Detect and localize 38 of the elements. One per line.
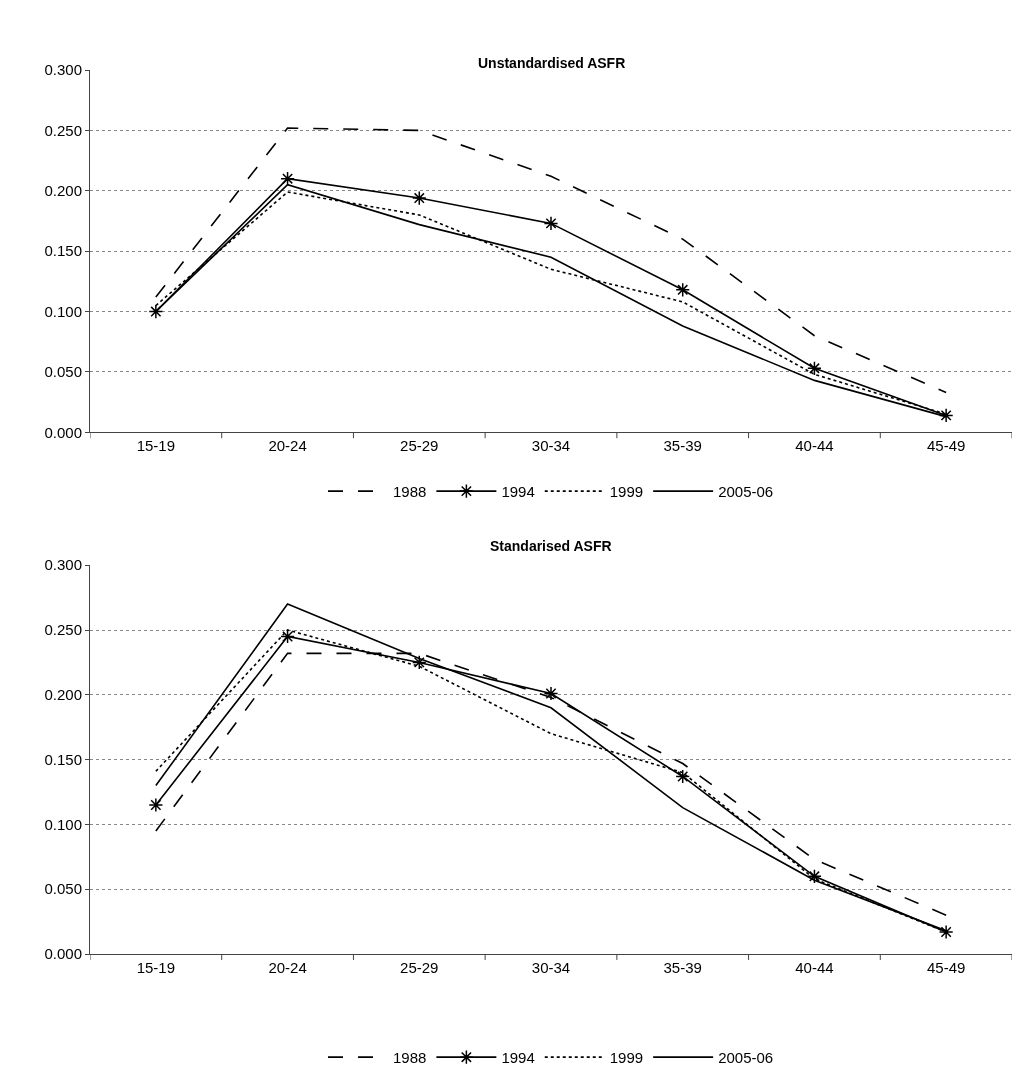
- y-tick-label: 0.100: [44, 815, 82, 833]
- x-tick-label: 45-49: [926, 959, 966, 977]
- y-tick-label: 0.200: [44, 182, 82, 200]
- y-tick-label: 0.250: [44, 621, 82, 639]
- chart-title: Unstandardised ASFR: [478, 55, 626, 71]
- x-tick-label: 20-24: [268, 959, 307, 977]
- y-tick-label: 0.300: [44, 556, 82, 574]
- x-tick-label: 40-44: [795, 437, 834, 455]
- y-tick-label: 0.050: [44, 363, 82, 381]
- x-tick-label: 35-39: [663, 959, 702, 977]
- x-tick-label: 35-39: [663, 437, 702, 455]
- x-tick-label: 25-29: [400, 959, 439, 977]
- legend-label: 1994: [501, 482, 535, 500]
- x-tick-label: 15-19: [136, 437, 176, 455]
- legend-label: 2005-06: [718, 1049, 774, 1067]
- x-tick-label: 40-44: [795, 959, 834, 977]
- x-tick-label: 15-19: [136, 959, 176, 977]
- x-tick-label: 25-29: [400, 437, 439, 455]
- y-tick-label: 0.000: [44, 945, 82, 963]
- y-tick-label: 0.100: [44, 302, 82, 320]
- chart-title: Standarised ASFR: [490, 538, 612, 554]
- legend-label: 1999: [609, 482, 644, 500]
- y-tick-label: 0.250: [44, 121, 82, 139]
- y-tick-label: 0.150: [44, 750, 82, 768]
- legend-label: 1988: [393, 1049, 427, 1067]
- legend-label: 1999: [609, 1049, 644, 1067]
- legend-label: 2005-06: [718, 482, 774, 500]
- y-tick-label: 0.200: [44, 686, 82, 704]
- x-tick-label: 20-24: [268, 437, 307, 455]
- legend-label: 1994: [501, 1049, 535, 1067]
- x-tick-label: 30-34: [531, 437, 571, 455]
- legend-label: 1988: [393, 482, 427, 500]
- y-tick-label: 0.050: [44, 880, 82, 898]
- x-tick-label: 45-49: [926, 437, 966, 455]
- x-tick-label: 30-34: [531, 959, 571, 977]
- y-tick-label: 0.150: [44, 242, 82, 260]
- y-tick-label: 0.300: [44, 61, 82, 79]
- y-tick-label: 0.000: [44, 423, 82, 441]
